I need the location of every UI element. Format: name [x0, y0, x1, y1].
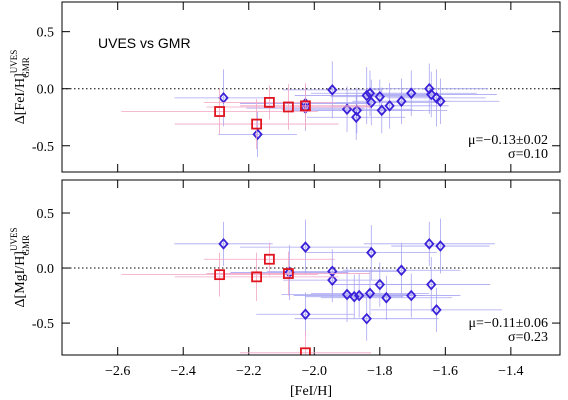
- stat-label: σ=0.10: [508, 147, 548, 162]
- y-label-sub: GMR: [21, 57, 31, 78]
- diamond-marker: [426, 88, 437, 101]
- diamond-marker: [431, 304, 442, 316]
- diamond-marker: [424, 237, 435, 250]
- x-tick-label: −1.4: [498, 364, 523, 379]
- stat-label: μ=−0.13±0.02: [468, 133, 548, 148]
- diamond-marker: [381, 291, 392, 304]
- y-axis-label: Δ[FeI/H]UVES GMR: [9, 50, 31, 125]
- diamond-marker: [435, 240, 446, 252]
- diamond-marker: [361, 89, 372, 102]
- stat-label: σ=0.23: [508, 330, 548, 345]
- y-label-sup: UVES: [9, 228, 19, 252]
- y-label-sup: UVES: [9, 50, 19, 74]
- diamond-marker: [327, 83, 338, 96]
- y-tick-label: 0.5: [37, 26, 55, 41]
- diamond-marker: [349, 290, 360, 303]
- x-tick-label: −2.6: [105, 364, 130, 379]
- y-tick-label: -0.5: [32, 140, 54, 155]
- square-marker: [263, 253, 275, 265]
- square-marker: [282, 101, 294, 113]
- diamond-marker: [341, 103, 353, 116]
- diamond-marker: [426, 278, 437, 291]
- diamond-marker: [396, 264, 407, 277]
- diamond-marker: [341, 288, 353, 301]
- x-tick-label: −1.8: [367, 364, 392, 379]
- diamond-marker: [327, 274, 338, 287]
- square-marker: [282, 268, 294, 279]
- diamond-marker: [366, 96, 377, 109]
- y-tick-label: 0.0: [37, 262, 55, 277]
- diamond-marker: [366, 246, 377, 259]
- diamond-marker: [435, 95, 446, 108]
- square-marker: [251, 271, 263, 283]
- x-tick-label: −2.0: [302, 364, 327, 379]
- diamond-marker: [361, 312, 372, 325]
- panel-title: UVES vs GMR: [98, 35, 191, 51]
- diamond-marker: [376, 104, 387, 117]
- diamond-marker: [300, 308, 311, 321]
- diamond-marker: [406, 87, 417, 100]
- y-label-sub: GMR: [21, 235, 31, 256]
- diamond-marker: [364, 87, 376, 100]
- square-marker: [214, 106, 225, 117]
- square-marker: [300, 100, 311, 112]
- diamond-marker: [300, 241, 311, 253]
- x-axis-label: [FeI/H]: [290, 384, 332, 399]
- x-tick-label: −2.4: [171, 364, 196, 379]
- y-axis-label: Δ[MgI/H]UVES GMR: [9, 228, 31, 308]
- y-label-main: Δ[FeI/H]: [13, 73, 28, 124]
- plot-frame: [61, 179, 561, 356]
- diamond-marker: [252, 128, 263, 141]
- data-layer: [121, 61, 500, 158]
- diamond-marker: [351, 111, 362, 124]
- y-tick-label: -0.5: [32, 317, 54, 332]
- y-tick-label: 0.5: [37, 207, 55, 222]
- square-marker: [263, 97, 275, 108]
- x-tick-label: −2.2: [236, 364, 261, 379]
- diamond-marker: [374, 278, 386, 291]
- diamond-marker: [406, 289, 417, 302]
- y-tick-label: 0.0: [37, 83, 55, 98]
- y-label-main: Δ[MgI/H]: [13, 251, 28, 307]
- diamond-marker: [351, 104, 363, 117]
- plot-frame: [61, 1, 561, 173]
- square-marker: [251, 118, 263, 130]
- diamond-marker: [374, 90, 386, 103]
- diamond-marker: [364, 287, 376, 300]
- x-tick-label: −1.6: [433, 364, 458, 379]
- stat-label: μ=−0.11±0.06: [469, 316, 548, 331]
- diamond-marker: [218, 237, 229, 250]
- diamond-marker: [396, 95, 407, 108]
- diamond-marker: [353, 289, 365, 302]
- diamond-marker: [384, 99, 395, 112]
- square-marker: [214, 269, 225, 281]
- square-marker: [300, 347, 311, 355]
- data-layer: [121, 218, 503, 355]
